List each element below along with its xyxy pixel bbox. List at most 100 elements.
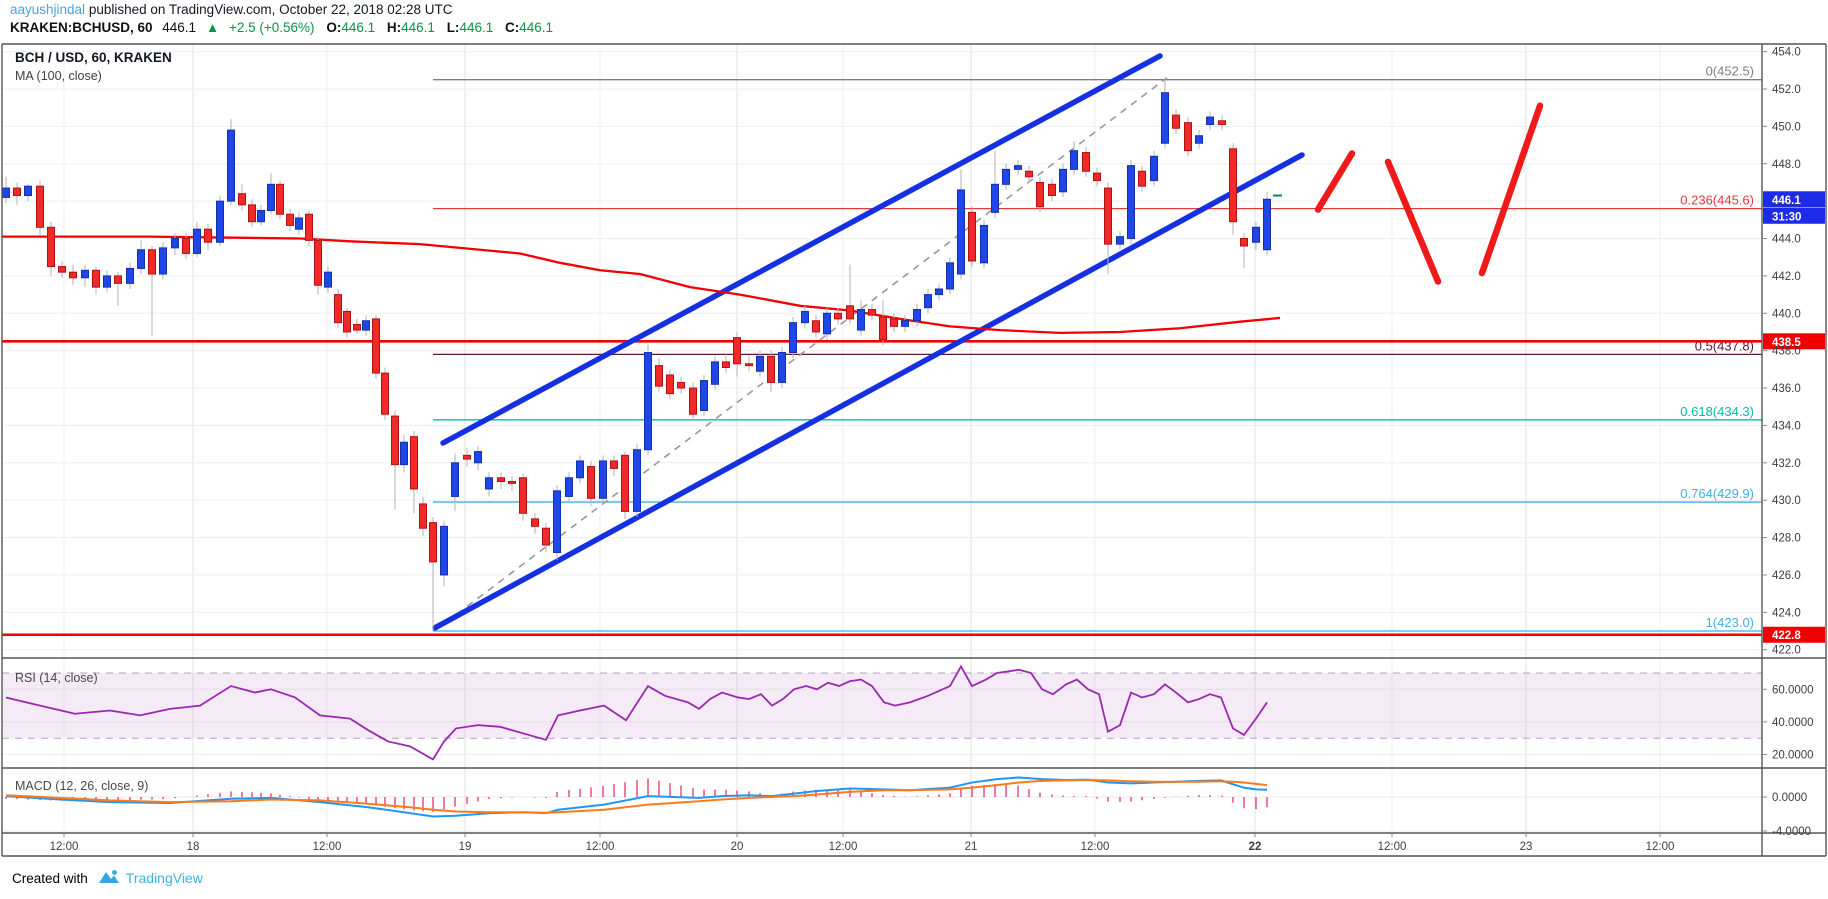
candle-body bbox=[576, 460, 584, 479]
time-tick-label: 12:00 bbox=[829, 841, 858, 853]
candle-body bbox=[81, 269, 89, 279]
candle-body bbox=[216, 200, 224, 243]
rsi-tick-label: 60.0000 bbox=[1772, 684, 1814, 696]
candle-body bbox=[666, 374, 674, 395]
candle-body bbox=[126, 267, 134, 284]
candle-body bbox=[440, 525, 448, 576]
price-axis[interactable] bbox=[1762, 51, 1825, 832]
candle-body bbox=[257, 209, 265, 223]
footer-attribution: Created with TradingView bbox=[12, 868, 203, 888]
symbol-name[interactable]: KRAKEN:BCHUSD, 60 bbox=[10, 20, 153, 35]
candle-body bbox=[610, 460, 618, 469]
candle-body bbox=[2, 187, 10, 198]
candle-body bbox=[1116, 236, 1124, 245]
candle-body bbox=[767, 355, 775, 383]
price-tick-label: 444.0 bbox=[1772, 234, 1801, 246]
fib-level-label: 0(452.5) bbox=[1706, 64, 1754, 79]
candle-body bbox=[879, 316, 887, 340]
tradingview-brand-link[interactable]: TradingView bbox=[125, 870, 203, 886]
price-tick-label: 438.0 bbox=[1772, 346, 1801, 358]
price-tick-label: 436.0 bbox=[1772, 383, 1801, 395]
candle-body bbox=[508, 480, 516, 484]
candle-body bbox=[890, 318, 898, 327]
publish-info: published on TradingView.com, October 22… bbox=[85, 2, 453, 17]
up-arrow-icon: ▲ bbox=[205, 20, 220, 35]
candle-body bbox=[1093, 172, 1101, 182]
macd-layer bbox=[5, 776, 1268, 818]
candle-body bbox=[343, 310, 351, 333]
time-axis[interactable] bbox=[63, 833, 1661, 837]
fib-level-label: 0.236(445.6) bbox=[1680, 193, 1754, 208]
candle-body bbox=[519, 477, 527, 514]
ma100-line bbox=[2, 235, 1281, 335]
rsi-layer bbox=[5, 664, 1268, 761]
publish-line: aayushjindal published on TradingView.co… bbox=[10, 2, 453, 17]
candle-body bbox=[69, 271, 77, 279]
candle-body bbox=[733, 337, 741, 365]
candle-body bbox=[857, 309, 865, 331]
price-flag bbox=[1763, 207, 1825, 224]
author-link[interactable]: aayushjindal bbox=[10, 2, 86, 17]
projection-line bbox=[1478, 102, 1544, 277]
candle-body bbox=[24, 185, 32, 197]
price-tick-label: 446.0 bbox=[1772, 196, 1801, 208]
candle-body bbox=[1161, 92, 1169, 144]
candle-body bbox=[103, 275, 111, 288]
time-tick-label: 18 bbox=[187, 841, 200, 853]
price-tick-label: 448.0 bbox=[1772, 159, 1801, 171]
candle-body bbox=[991, 183, 999, 213]
candle-body bbox=[1014, 165, 1022, 170]
candle-body bbox=[391, 415, 399, 466]
time-tick-label: 22 bbox=[1249, 841, 1262, 853]
candle-body bbox=[1138, 170, 1146, 187]
close-value: 446.1 bbox=[519, 20, 554, 35]
candle-body bbox=[227, 129, 235, 202]
candle-body bbox=[148, 249, 156, 275]
candle-body bbox=[689, 387, 697, 415]
tradingview-logo-icon[interactable] bbox=[98, 868, 120, 888]
macd-tick-label: -4.0000 bbox=[1772, 826, 1811, 838]
candle-body bbox=[823, 312, 831, 335]
candle-body bbox=[756, 355, 764, 372]
created-with-text: Created with bbox=[12, 870, 88, 886]
upper-channel-line bbox=[440, 53, 1163, 446]
candle-body bbox=[722, 361, 730, 368]
low-label: L: bbox=[446, 20, 460, 35]
candle-body bbox=[801, 310, 809, 324]
price-tick-label: 424.0 bbox=[1772, 607, 1801, 619]
candle-body bbox=[13, 187, 21, 197]
price-tick-label: 442.0 bbox=[1772, 271, 1801, 283]
candle-body bbox=[193, 228, 201, 254]
candle-body bbox=[1002, 168, 1010, 185]
candle-body bbox=[305, 213, 313, 241]
candle-body bbox=[324, 271, 332, 288]
candle-body bbox=[238, 193, 246, 206]
candle-body bbox=[834, 312, 842, 320]
candle-body bbox=[451, 462, 459, 497]
candle-body bbox=[353, 323, 361, 331]
time-tick-label: 21 bbox=[965, 841, 978, 853]
time-tick-label: 12:00 bbox=[586, 841, 615, 853]
time-tick-label: 12:00 bbox=[313, 841, 342, 853]
candle-body bbox=[485, 477, 493, 490]
candle-body bbox=[901, 320, 909, 327]
price-flag bbox=[1763, 191, 1825, 208]
price-tick-label: 426.0 bbox=[1772, 570, 1801, 582]
last-price: 446.1 bbox=[162, 20, 197, 35]
high-label: H: bbox=[386, 20, 402, 35]
rsi-band bbox=[2, 673, 1762, 739]
candle-body bbox=[314, 239, 322, 286]
dashed-trendline bbox=[435, 77, 1168, 631]
candle-body bbox=[171, 238, 179, 249]
candle-body bbox=[1195, 135, 1203, 144]
candle-body bbox=[1036, 181, 1044, 208]
candle-body bbox=[1252, 226, 1260, 243]
candle-body bbox=[1048, 183, 1056, 197]
candle-body bbox=[295, 217, 303, 230]
candle-body bbox=[372, 318, 380, 374]
rsi-line bbox=[5, 664, 1268, 761]
candle-body bbox=[497, 477, 505, 482]
rsi-tick-label: 40.0000 bbox=[1772, 717, 1814, 729]
